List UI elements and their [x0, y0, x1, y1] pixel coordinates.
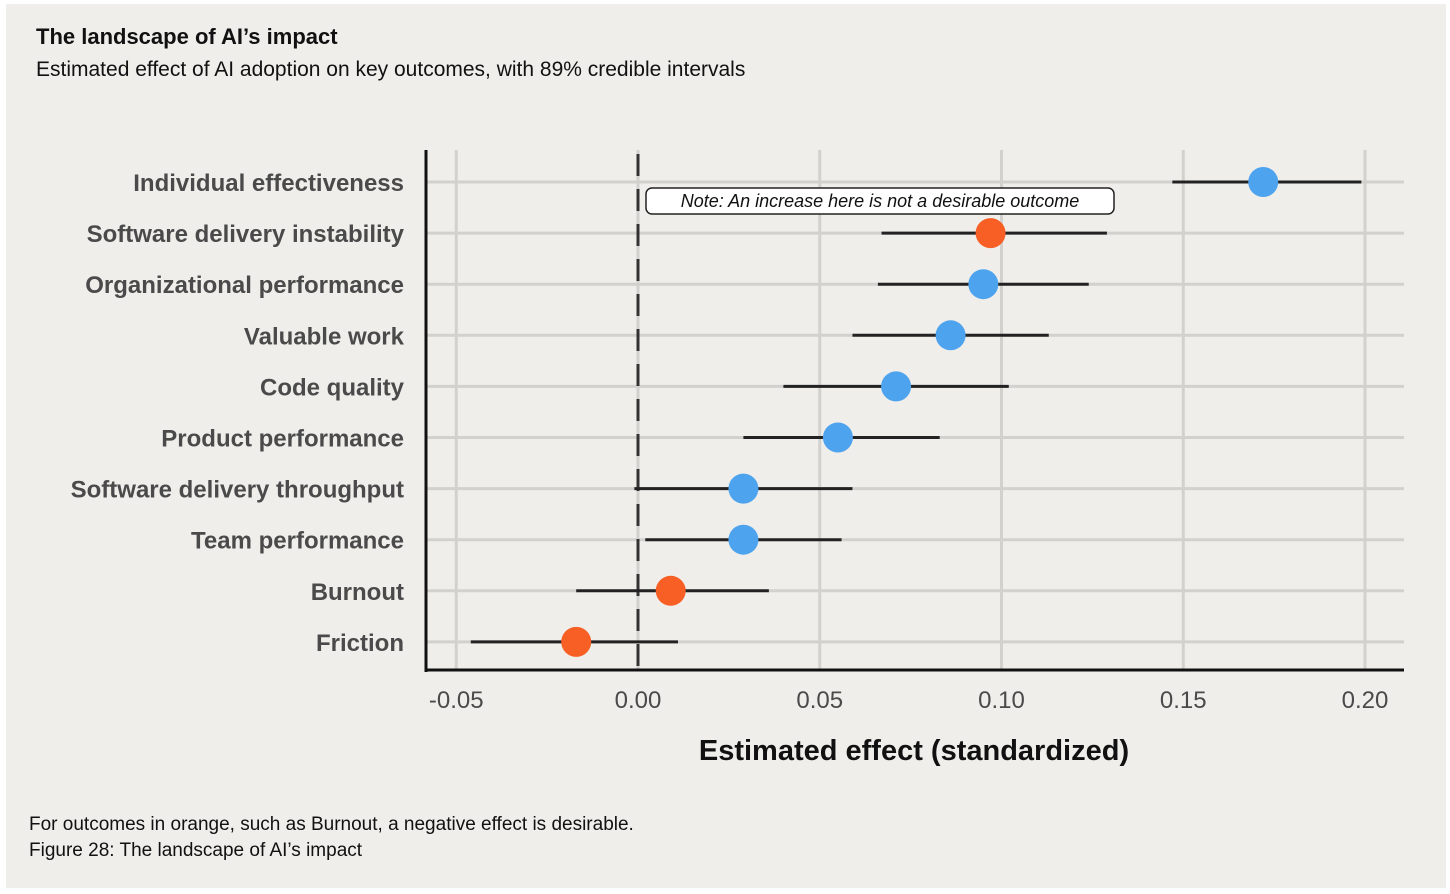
y-tick-label: Team performance [191, 528, 404, 555]
estimate-point [881, 371, 912, 402]
y-tick-label: Software delivery instability [87, 221, 405, 248]
estimate-point [822, 422, 853, 453]
estimate-point [728, 524, 759, 555]
x-tick-label: 0.20 [1342, 687, 1389, 714]
x-tick-label: 0.10 [978, 687, 1025, 714]
x-tick-label: 0.15 [1160, 687, 1207, 714]
annotation-box [645, 187, 1115, 215]
y-tick-label: Organizational performance [85, 272, 404, 299]
y-tick-label: Code quality [260, 374, 405, 401]
estimate-point [968, 269, 999, 300]
x-tick-label: 0.05 [796, 687, 843, 714]
estimate-point [935, 320, 966, 351]
chart-subtitle: Estimated effect of AI adoption on key o… [36, 58, 746, 81]
y-tick-label: Friction [316, 630, 404, 657]
y-tick-label: Product performance [161, 426, 404, 453]
y-tick-label: Valuable work [244, 323, 405, 350]
estimate-point [728, 473, 759, 504]
x-tick-label: 0.00 [615, 687, 662, 714]
y-tick-label: Individual effectiveness [133, 170, 404, 197]
y-tick-label: Burnout [311, 579, 404, 606]
annotation-text: Note: An increase here is not a desirabl… [681, 191, 1080, 211]
estimate-point [1248, 167, 1279, 197]
footer-note: For outcomes in orange, such as Burnout,… [29, 814, 634, 835]
chart-title: The landscape of AI’s impact [36, 24, 338, 49]
x-tick-label: -0.05 [429, 687, 484, 714]
y-tick-label: Software delivery throughput [71, 477, 404, 504]
figure-panel [6, 4, 1446, 888]
figure-caption: Figure 28: The landscape of AI’s impact [29, 840, 363, 861]
estimate-point [655, 575, 686, 606]
estimate-point [561, 626, 592, 657]
estimate-point [975, 218, 1006, 249]
x-axis-label: Estimated effect (standardized) [699, 735, 1129, 767]
